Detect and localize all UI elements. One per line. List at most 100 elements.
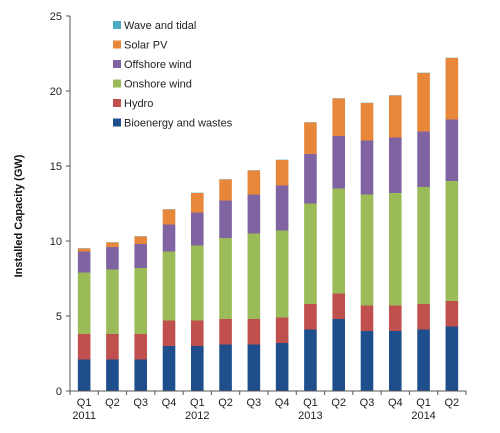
bar-segment-hydro xyxy=(106,334,119,360)
bar-segment-solar-pv xyxy=(445,58,459,120)
bar-segment-offshore-wind xyxy=(247,194,261,234)
bar-segment-onshore-wind xyxy=(445,181,459,301)
bar-segment-onshore-wind xyxy=(388,193,402,306)
bar-segment-onshore-wind xyxy=(162,251,176,321)
x-tick-label-quarter: Q2 xyxy=(445,397,460,409)
bar-segment-hydro xyxy=(417,304,430,330)
bar-segment-onshore-wind xyxy=(77,272,91,334)
bar-segment-bioenergy-and-wastes xyxy=(304,329,317,391)
bar-segment-onshore-wind xyxy=(190,245,204,321)
x-tick-label-quarter: Q4 xyxy=(162,397,177,409)
y-tick-label: 15 xyxy=(50,161,62,173)
bar-segment-bioenergy-and-wastes xyxy=(219,344,232,391)
bar-segment-solar-pv xyxy=(360,103,374,141)
bar-segment-hydro xyxy=(275,317,289,343)
bar-segment-offshore-wind xyxy=(445,119,459,181)
bar-segment-hydro xyxy=(360,305,374,331)
bar-segment-solar-pv xyxy=(417,73,430,132)
bar-segment-offshore-wind xyxy=(332,136,346,189)
bar-segment-onshore-wind xyxy=(360,194,374,306)
bar-segment-hydro xyxy=(304,304,317,330)
bar-segment-hydro xyxy=(332,293,346,319)
x-tick-label-quarter: Q3 xyxy=(247,397,262,409)
x-tick-label-quarter: Q2 xyxy=(331,397,346,409)
bar-segment-bioenergy-and-wastes xyxy=(275,343,289,391)
bar-segment-solar-pv xyxy=(190,193,204,213)
bar-segment-offshore-wind xyxy=(190,212,204,246)
legend-label-solar-pv: Solar PV xyxy=(124,40,168,52)
legend-swatch-bioenergy-and-wastes xyxy=(113,118,121,127)
y-tick-label: 5 xyxy=(56,311,62,323)
bar-segment-hydro xyxy=(445,301,459,327)
legend-label-offshore-wind: Offshore wind xyxy=(124,59,192,71)
bar-segment-offshore-wind xyxy=(134,244,148,268)
bar-segment-bioenergy-and-wastes xyxy=(106,359,119,391)
bar-segment-offshore-wind xyxy=(360,140,374,195)
bar-segment-offshore-wind xyxy=(106,247,119,270)
bar-segment-onshore-wind xyxy=(275,230,289,318)
legend-swatch-solar-pv xyxy=(113,40,121,49)
bar-segment-offshore-wind xyxy=(275,185,289,231)
legend-swatch-hydro xyxy=(113,99,121,107)
x-tick-label-quarter: Q4 xyxy=(388,397,403,409)
bar-segment-hydro xyxy=(162,320,176,346)
x-tick-label-year: 2013 xyxy=(298,410,322,422)
legend-label-onshore-wind: Onshore wind xyxy=(124,79,192,91)
bar-segment-onshore-wind xyxy=(219,238,232,319)
y-tick-label: 20 xyxy=(50,86,62,98)
x-tick-label-quarter: Q1 xyxy=(416,397,431,409)
y-tick-label: 10 xyxy=(50,236,62,248)
bar-segment-solar-pv xyxy=(332,98,346,136)
bar-segment-hydro xyxy=(77,334,91,360)
legend-label-wave-and-tidal: Wave and tidal xyxy=(124,20,196,32)
bar-segment-offshore-wind xyxy=(388,137,402,193)
bars-layer xyxy=(77,57,459,391)
bar-segment-solar-pv xyxy=(77,248,91,252)
bar-segment-solar-pv xyxy=(388,95,402,138)
bar-segment-hydro xyxy=(134,334,148,360)
bar-segment-solar-pv xyxy=(304,122,317,154)
bar-segment-solar-pv xyxy=(275,160,289,186)
legend-label-hydro: Hydro xyxy=(124,98,153,110)
bar-segment-bioenergy-and-wastes xyxy=(162,346,176,391)
bar-segment-onshore-wind xyxy=(134,268,148,334)
legend-swatch-onshore-wind xyxy=(113,79,121,88)
bar-segment-onshore-wind xyxy=(417,187,430,304)
bar-segment-bioenergy-and-wastes xyxy=(388,331,402,391)
bar-segment-solar-pv xyxy=(162,209,176,225)
bar-segment-solar-pv xyxy=(219,179,232,201)
x-tick-label-year: 2011 xyxy=(72,410,96,422)
y-axis-title: Installed Capacity (GW) xyxy=(13,154,25,277)
bar-segment-bioenergy-and-wastes xyxy=(134,359,148,391)
x-tick-label-quarter: Q2 xyxy=(218,397,233,409)
x-tick-label-quarter: Q4 xyxy=(275,397,290,409)
x-tick-label-year: 2012 xyxy=(185,410,209,422)
bar-segment-offshore-wind xyxy=(77,251,91,273)
x-tick-label-quarter: Q1 xyxy=(303,397,318,409)
legend-swatch-wave-and-tidal xyxy=(113,21,121,29)
bar-segment-solar-pv xyxy=(247,170,261,195)
bar-segment-onshore-wind xyxy=(332,188,346,294)
x-tick-label-year: 2014 xyxy=(411,410,435,422)
bar-segment-solar-pv xyxy=(134,236,148,244)
y-tick-label: 25 xyxy=(50,11,62,23)
bar-segment-bioenergy-and-wastes xyxy=(190,346,204,391)
bar-segment-offshore-wind xyxy=(219,200,232,238)
x-tick-label-quarter: Q3 xyxy=(360,397,375,409)
bar-segment-onshore-wind xyxy=(304,203,317,304)
bar-segment-bioenergy-and-wastes xyxy=(445,326,459,391)
y-tick-label: 0 xyxy=(56,386,62,398)
bar-segment-hydro xyxy=(388,305,402,331)
bar-segment-solar-pv xyxy=(106,242,119,247)
x-tick-label-quarter: Q1 xyxy=(77,397,92,409)
bar-segment-onshore-wind xyxy=(247,233,261,319)
bar-segment-offshore-wind xyxy=(304,154,317,204)
bar-segment-bioenergy-and-wastes xyxy=(417,329,430,391)
bar-segment-hydro xyxy=(190,320,204,346)
bar-segment-offshore-wind xyxy=(162,224,176,252)
bar-segment-offshore-wind xyxy=(417,131,430,187)
bar-segment-bioenergy-and-wastes xyxy=(247,344,261,391)
bar-segment-hydro xyxy=(247,319,261,345)
